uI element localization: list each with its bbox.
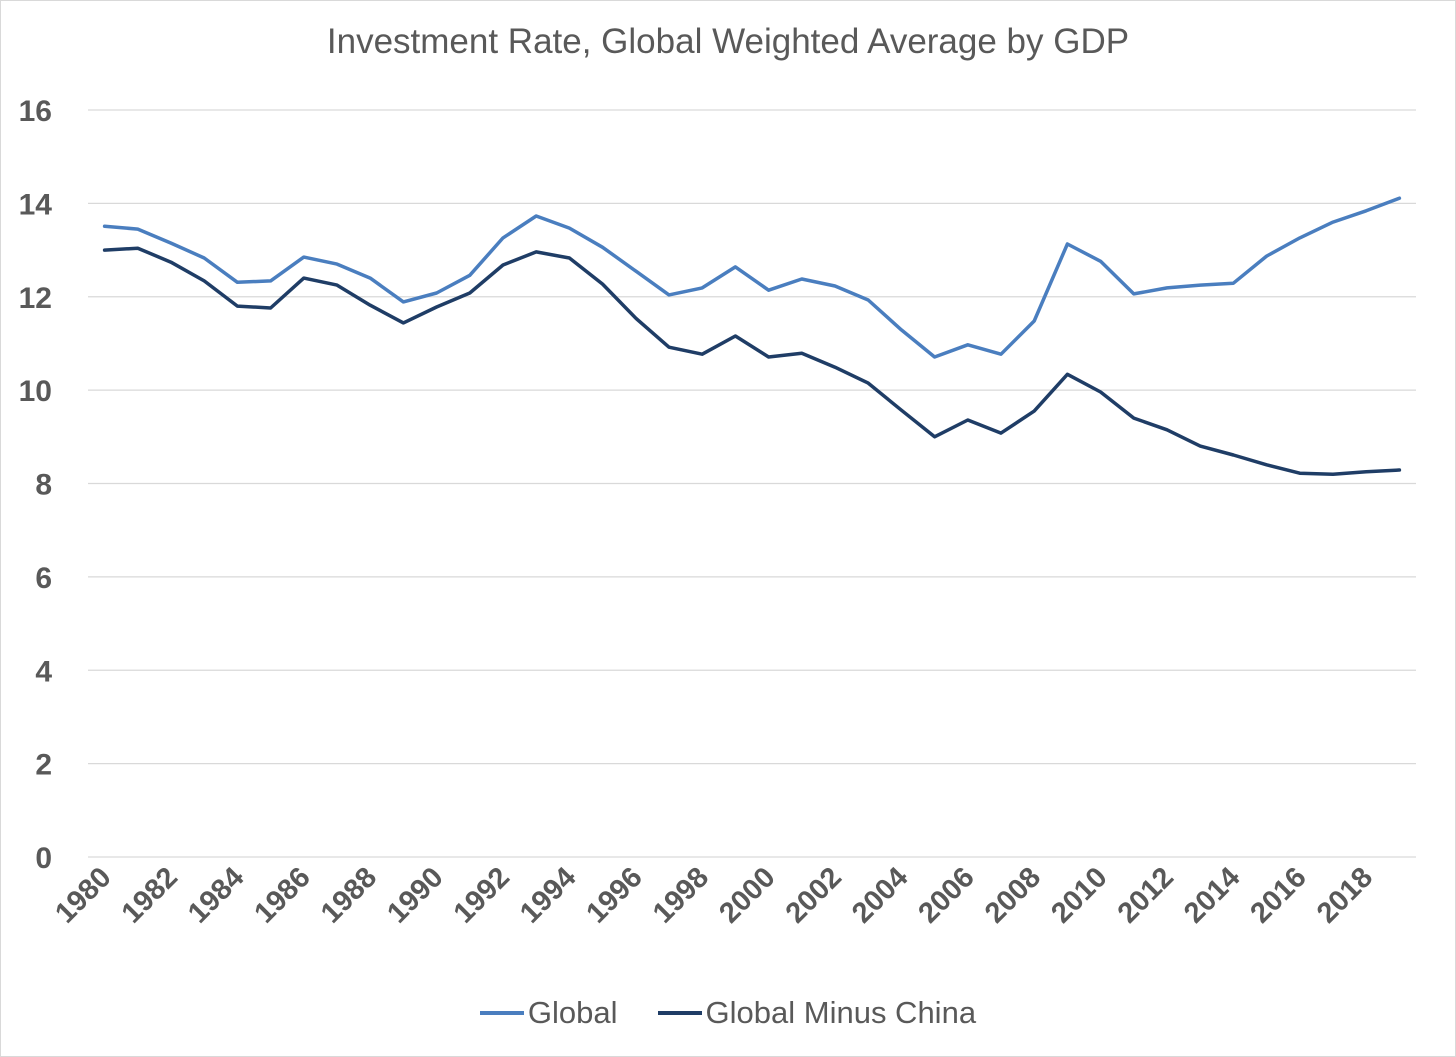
y-tick-label: 4 <box>35 655 52 688</box>
x-tick-label: 1986 <box>249 861 317 929</box>
x-tick-label: 2014 <box>1178 861 1246 929</box>
x-tick-label: 1980 <box>49 861 117 929</box>
x-tick-label: 2004 <box>846 861 914 929</box>
y-tick-label: 2 <box>35 749 52 782</box>
x-tick-label: 2008 <box>979 861 1047 929</box>
x-tick-label: 2000 <box>713 861 781 929</box>
x-tick-label: 1988 <box>315 861 383 929</box>
series-line-global-minus-china <box>102 246 1402 476</box>
y-tick-label: 10 <box>19 375 52 408</box>
x-tick-label: 2012 <box>1112 861 1180 929</box>
legend-item-global: Global <box>479 995 618 1031</box>
legend-label-global: Global <box>527 995 618 1030</box>
y-tick-label: 16 <box>19 95 52 128</box>
x-tick-label: 1984 <box>182 861 250 929</box>
x-tick-label: 1992 <box>448 861 516 929</box>
x-tick-label: 1994 <box>514 861 582 929</box>
y-tick-label: 8 <box>35 469 52 502</box>
legend-swatch-global-minus-china <box>657 1011 702 1015</box>
legend-label-global-minus-china: Global Minus China <box>705 995 977 1030</box>
x-tick-label: 2010 <box>1045 861 1113 929</box>
legend-item-global-minus-china: Global Minus China <box>657 995 977 1031</box>
x-tick-label: 2006 <box>913 861 981 929</box>
y-tick-label: 0 <box>35 842 52 875</box>
series-line-global <box>102 196 1402 359</box>
chart-title: Investment Rate, Global Weighted Average… <box>326 22 1130 61</box>
x-tick-label: 1982 <box>116 861 184 929</box>
x-tick-label: 2018 <box>1311 861 1379 929</box>
x-tick-label: 2002 <box>780 861 848 929</box>
legend-swatch-global <box>479 1011 524 1015</box>
x-tick-label: 2016 <box>1245 861 1313 929</box>
y-tick-label: 14 <box>19 188 53 221</box>
x-tick-label: 1998 <box>647 861 715 929</box>
x-tick-label: 1996 <box>581 861 649 929</box>
legend: Global Global Minus China <box>0 995 1456 1031</box>
x-tick-label: 1990 <box>381 861 449 929</box>
y-tick-label: 12 <box>19 282 52 315</box>
y-tick-label: 6 <box>35 562 52 595</box>
